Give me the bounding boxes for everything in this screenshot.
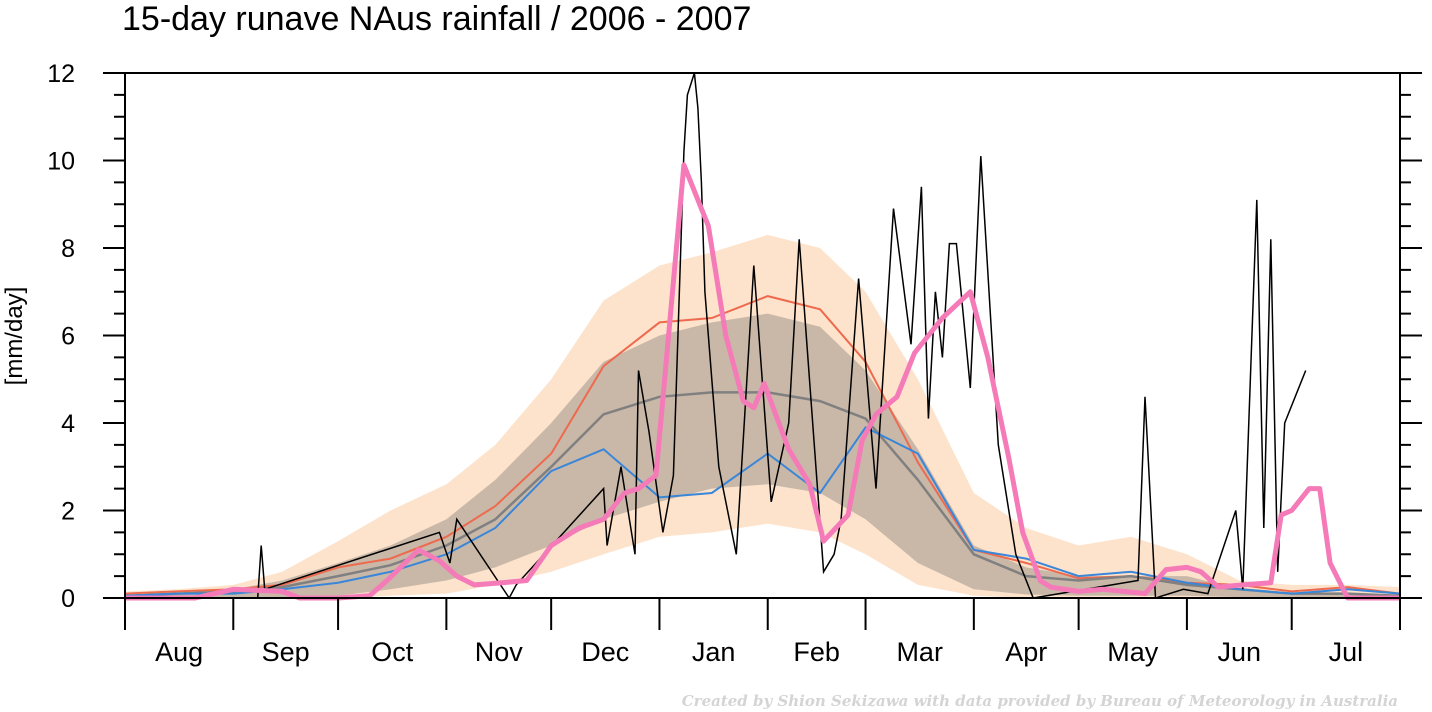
- month-label: Dec: [581, 637, 629, 667]
- y-tick-label: 4: [61, 410, 75, 438]
- y-tick-label: 12: [47, 60, 75, 88]
- month-label: Mar: [896, 637, 943, 667]
- observed-runave-line: [125, 162, 1400, 601]
- month-label: Jun: [1218, 637, 1262, 667]
- credit-note: Created by Shion Sekizawa with data prov…: [682, 692, 1398, 710]
- inner-percentile-band: [125, 313, 1400, 598]
- month-label: Feb: [793, 637, 840, 667]
- axes: 0 2 4 6 8 10 12 Aug Sep Oct Nov Dec Jan Feb Mar Apr May J…: [47, 60, 1422, 667]
- y-tick-label: 10: [47, 148, 75, 176]
- month-label: May: [1107, 637, 1159, 667]
- y-tick-label: 8: [61, 235, 75, 263]
- daily-rainfall-line: [256, 72, 1307, 600]
- month-label: Apr: [1005, 637, 1047, 667]
- month-label: Jan: [692, 637, 736, 667]
- month-label: Sep: [262, 637, 310, 667]
- plot-area: [124, 72, 1401, 601]
- chart-title: 15-day runave NAus rainfall / 2006 - 200…: [122, 0, 751, 38]
- y-axis-label: [mm/day]: [1, 287, 28, 386]
- month-label: Jul: [1329, 637, 1364, 667]
- y-tick-label: 2: [61, 498, 75, 526]
- month-label: Oct: [371, 637, 414, 667]
- y-tick-label: 6: [61, 323, 75, 351]
- month-label: Aug: [155, 637, 203, 667]
- y-tick-label: 0: [61, 585, 75, 613]
- month-label: Nov: [475, 637, 524, 667]
